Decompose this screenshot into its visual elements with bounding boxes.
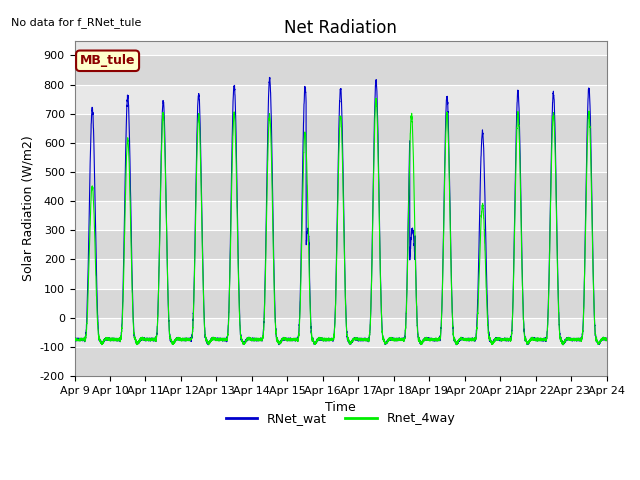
Bar <box>74 201 607 230</box>
Text: MB_tule: MB_tule <box>80 54 135 67</box>
Bar <box>74 84 607 114</box>
Bar <box>74 55 607 84</box>
Bar <box>74 143 607 172</box>
Bar <box>74 288 607 318</box>
Text: No data for f_RNet_tule: No data for f_RNet_tule <box>11 17 141 28</box>
X-axis label: Time: Time <box>325 401 356 414</box>
Y-axis label: Solar Radiation (W/m2): Solar Radiation (W/m2) <box>21 135 34 281</box>
Legend: RNet_wat, Rnet_4way: RNet_wat, Rnet_4way <box>221 407 460 430</box>
Bar <box>74 347 607 376</box>
Title: Net Radiation: Net Radiation <box>284 19 397 36</box>
Bar <box>74 26 607 55</box>
Bar <box>74 114 607 143</box>
Bar <box>74 259 607 288</box>
Bar <box>74 230 607 259</box>
Bar <box>74 318 607 347</box>
Bar <box>74 172 607 201</box>
